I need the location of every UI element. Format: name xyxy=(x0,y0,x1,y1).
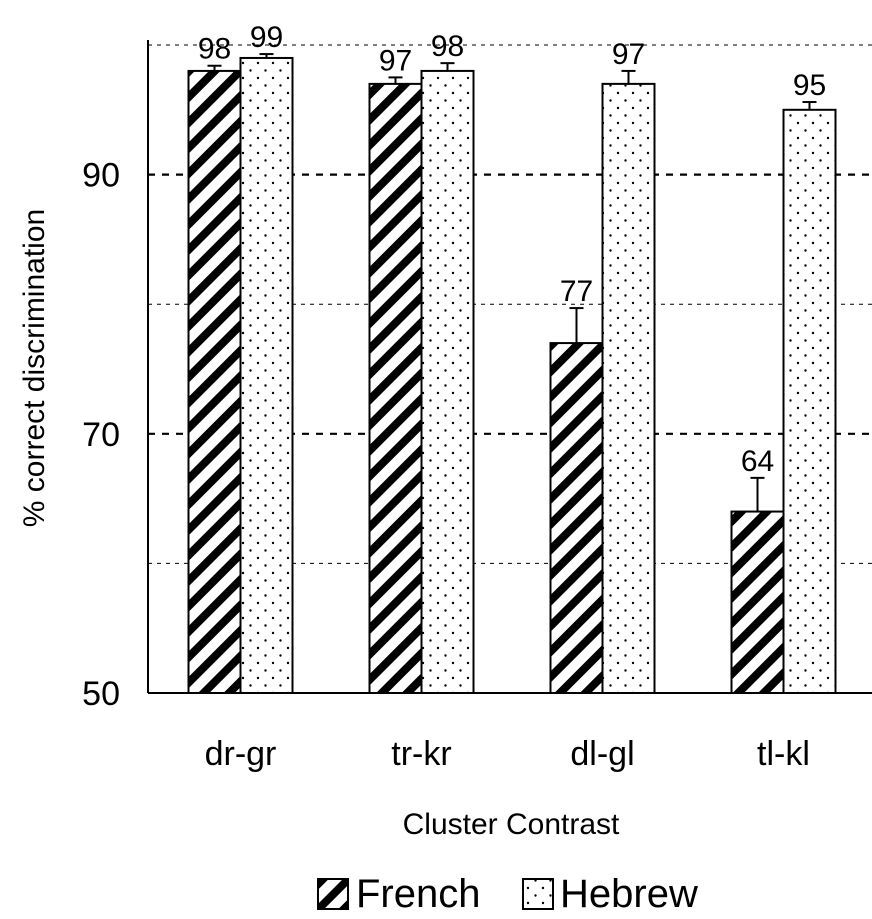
bar-hebrew-tr-kr xyxy=(420,69,475,695)
error-bars xyxy=(207,53,817,512)
data-label: 98 xyxy=(431,30,464,63)
x-tick-labels: dr-gr tr-kr dl-gl tl-kl xyxy=(205,735,810,773)
x-tick-label: tr-kr xyxy=(391,735,451,773)
y-tick-label: 70 xyxy=(82,416,120,454)
bar-french-tl-kl xyxy=(730,510,785,694)
bar-hebrew-dr-gr xyxy=(239,56,294,694)
y-axis-title: % correct discrimination xyxy=(18,209,51,527)
bars xyxy=(187,56,837,695)
legend-swatch-hebrew xyxy=(522,878,554,910)
legend-swatch-french xyxy=(317,878,349,910)
bar-hebrew-tl-kl xyxy=(782,108,837,695)
x-tick-label: dl-gl xyxy=(570,735,634,773)
legend: French Hebrew xyxy=(317,872,698,916)
bar-hebrew-dl-gl xyxy=(601,82,656,694)
bar-french-dr-gr xyxy=(187,69,242,695)
data-labels: 98 99 97 98 77 97 64 95 xyxy=(198,21,826,478)
data-label: 97 xyxy=(379,44,412,77)
y-tick-label: 50 xyxy=(82,675,120,713)
legend-label-french: French xyxy=(356,872,481,916)
x-tick-label: tl-kl xyxy=(757,735,810,773)
y-tick-label: 90 xyxy=(82,157,120,195)
data-label: 77 xyxy=(560,275,593,308)
x-tick-label: dr-gr xyxy=(205,735,277,773)
data-label: 97 xyxy=(612,38,645,71)
legend-label-hebrew: Hebrew xyxy=(560,872,698,916)
data-label: 98 xyxy=(198,33,231,66)
data-label: 99 xyxy=(250,21,283,54)
bar-french-tr-kr xyxy=(368,82,423,694)
bar-french-dl-gl xyxy=(549,342,604,694)
data-label: 95 xyxy=(793,69,826,102)
x-axis-title: Cluster Contrast xyxy=(403,808,620,841)
data-label: 64 xyxy=(741,445,774,478)
y-tick-labels: 50 70 90 xyxy=(82,157,120,713)
